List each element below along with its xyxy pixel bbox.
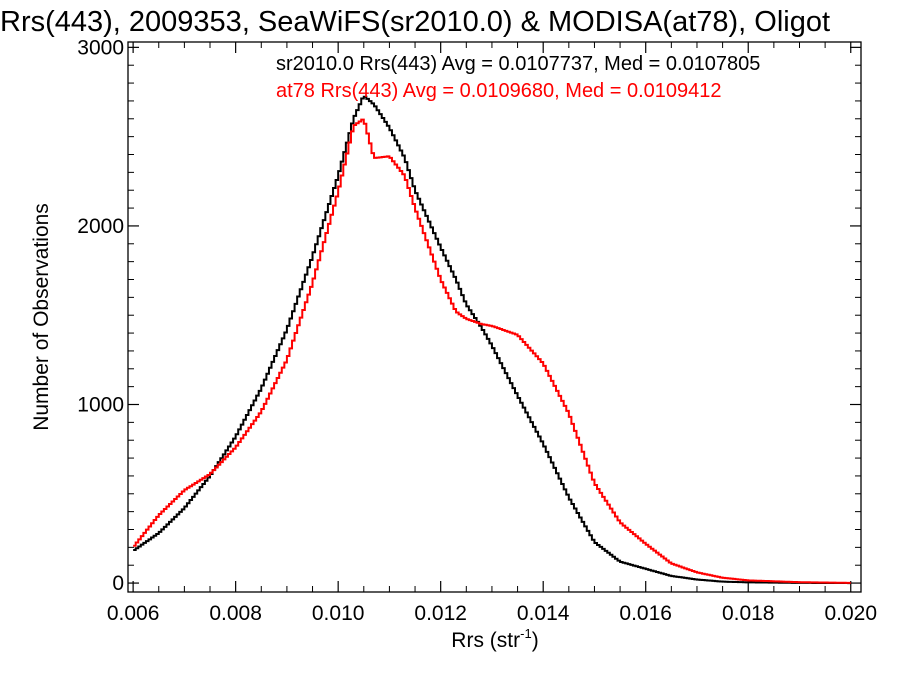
x-axis-label-text: Rrs (str — [451, 629, 520, 652]
x-tick-label: 0.008 — [209, 602, 262, 625]
series-layer — [133, 95, 851, 585]
x-tick-label: 0.016 — [619, 602, 672, 625]
series-stat-label-at78: at78 Rrs(443) Avg = 0.0109680, Med = 0.0… — [276, 80, 722, 102]
chart-title: Rrs(443), 2009353, SeaWiFS(sr2010.0) & M… — [0, 6, 830, 38]
x-axis-label: Rrs (str-1) — [451, 626, 538, 652]
y-tick-label: 0 — [112, 572, 124, 595]
x-tick-label: 0.010 — [312, 602, 365, 625]
x-axis-label-end: ) — [532, 629, 539, 652]
x-tick-label: 0.018 — [722, 602, 775, 625]
x-axis-label-superscript: -1 — [520, 626, 532, 641]
plot-frame — [127, 41, 862, 593]
x-tick-label: 0.020 — [824, 602, 877, 625]
series-line-at78 — [133, 118, 851, 584]
x-axis-ticks: 0.006 0.008 0.010 0.012 0.014 0.016 0.018 0.020 — [107, 42, 877, 625]
y-axis-label: Number of Observations — [30, 203, 53, 431]
y-axis-ticks: 0 1000 2000 3000 — [77, 36, 861, 595]
x-tick-label: 0.006 — [107, 602, 160, 625]
y-tick-label: 3000 — [77, 36, 124, 59]
series-line-sr2010-0 — [133, 95, 851, 585]
y-tick-label: 2000 — [77, 215, 124, 238]
y-tick-label: 1000 — [77, 394, 124, 417]
series-stat-label-sr2010: sr2010.0 Rrs(443) Avg = 0.0107737, Med =… — [276, 53, 760, 75]
x-tick-label: 0.012 — [414, 602, 467, 625]
x-tick-label: 0.014 — [517, 602, 570, 625]
